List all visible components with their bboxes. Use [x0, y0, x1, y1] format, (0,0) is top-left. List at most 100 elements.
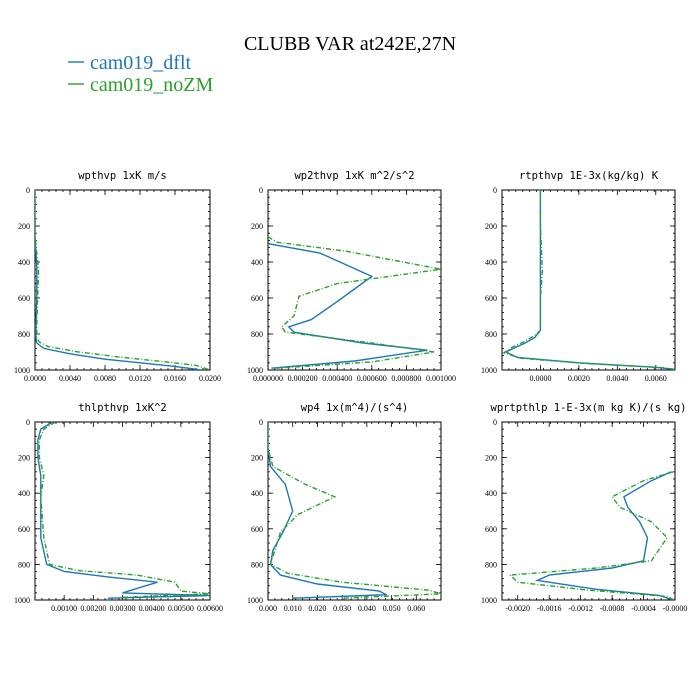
y-tick-label: 800 — [18, 560, 30, 569]
y-tick-label: 0 — [493, 418, 497, 427]
series-line-cam019_dflt — [37, 422, 210, 599]
y-tick-label: 400 — [18, 489, 30, 498]
y-tick-label: 400 — [18, 258, 30, 267]
x-tick-label: -0.0008 — [600, 604, 625, 613]
series-line-cam019_noZM — [508, 471, 675, 600]
x-tick-label: 0.000000 — [253, 374, 283, 383]
y-tick-label: 400 — [485, 489, 497, 498]
y-tick-label: 600 — [485, 525, 497, 534]
y-tick-label: 200 — [485, 454, 497, 463]
y-tick-label: 800 — [485, 560, 497, 569]
x-tick-label: -0.0004 — [631, 604, 656, 613]
x-tick-label: -0.0012 — [568, 604, 593, 613]
y-tick-label: 1000 — [247, 366, 263, 375]
x-tick-label: 0.00500 — [168, 604, 194, 613]
series-line-cam019_dflt — [534, 471, 674, 600]
panel-title: wpthvp 1xK m/s — [78, 170, 167, 182]
series-line-cam019_dflt — [504, 190, 675, 370]
x-tick-label: 0.001000 — [426, 374, 456, 383]
x-tick-label: 0.000400 — [322, 374, 352, 383]
x-tick-label: 0.00400 — [139, 604, 165, 613]
series-line-cam019_noZM — [38, 422, 210, 598]
y-tick-label: 800 — [251, 330, 263, 339]
x-tick-label: 0.020 — [308, 604, 326, 613]
x-tick-label: 0.0020 — [568, 374, 590, 383]
y-tick-label: 600 — [18, 525, 30, 534]
y-tick-label: 800 — [18, 330, 30, 339]
legend-label-nozm: cam019_noZM — [90, 74, 214, 96]
series-line-cam019_dflt — [268, 241, 428, 369]
x-tick-label: 0.0040 — [59, 374, 81, 383]
x-tick-label: 0.000600 — [357, 374, 387, 383]
series-line-cam019_noZM — [268, 422, 441, 599]
y-tick-label: 0 — [26, 186, 30, 195]
plot-frame — [34, 189, 211, 371]
y-tick-label: 400 — [251, 258, 263, 267]
x-tick-label: 0.060 — [407, 604, 425, 613]
panel-title: wprtpthlp 1-E-3x(m kg K)/(s kg) — [491, 402, 687, 414]
y-tick-label: 600 — [251, 294, 263, 303]
panel-1: wpthvp 1xK m/s 0.0000 0.0040 0.0080 0.0120 0.… — [14, 170, 221, 383]
y-tick-label: 200 — [485, 222, 497, 231]
panel-5: wp4 1x(m^4)/(s^4) 0.000 0.010 0.020 0.030 0.0… — [247, 402, 442, 613]
legend: cam019_dflt cam019_noZM — [68, 52, 214, 96]
panel-title: wp2thvp 1xK m^2/s^2 — [294, 170, 414, 182]
panel-6: wprtpthlp 1-E-3x(m kg K)/(s kg) -0.0020 -0… — [481, 402, 687, 613]
y-tick-label: 200 — [251, 222, 263, 231]
y-tick-label: 800 — [251, 560, 263, 569]
x-tick-label: 0.030 — [333, 604, 351, 613]
y-tick-label: 0 — [26, 418, 30, 427]
x-tick-label: 0.0000 — [529, 374, 551, 383]
plot-frame — [501, 421, 676, 601]
panels: wpthvp 1xK m/s0.0000 0.0040 0.0080 0.0120 0.… — [14, 170, 687, 613]
x-tick-label: 0.000800 — [391, 374, 421, 383]
x-tick-label: 0.00300 — [110, 604, 136, 613]
x-tick-label: 0.010 — [284, 604, 302, 613]
y-tick-label: 400 — [251, 489, 263, 498]
y-tick-label: 200 — [18, 222, 30, 231]
y-tick-label: 1000 — [481, 596, 497, 605]
x-tick-label: -0.0016 — [537, 604, 562, 613]
x-tick-label: 0.050 — [383, 604, 401, 613]
panel-title: wp4 1x(m^4)/(s^4) — [301, 402, 408, 414]
x-tick-label: 0.0160 — [164, 374, 186, 383]
panel-4: thlpthvp 1xK^2 0.00100 0.00200 0.00300 0.004… — [14, 402, 223, 613]
plot-frame — [501, 189, 676, 371]
x-tick-label: 0.0000 — [24, 374, 46, 383]
figure-title: CLUBB VAR at242E,27N — [244, 33, 456, 55]
x-tick-label: 0.0060 — [645, 374, 667, 383]
x-tick-label: 0.00100 — [51, 604, 77, 613]
panel-3: rtpthvp 1E-3x(kg/kg) K 0.0000 0.0020 0.0040… — [481, 170, 676, 383]
series-line-cam019_dflt — [268, 422, 387, 599]
y-tick-label: 600 — [485, 294, 497, 303]
legend-label-dflt: cam019_dflt — [90, 52, 192, 74]
y-tick-label: 400 — [485, 258, 497, 267]
plot-frame — [267, 421, 442, 601]
x-tick-label: 0.00600 — [197, 604, 223, 613]
panel-title: rtpthvp 1E-3x(kg/kg) K — [519, 170, 659, 182]
x-tick-label: 0.000200 — [288, 374, 318, 383]
y-tick-label: 600 — [18, 294, 30, 303]
x-tick-label: 0.0040 — [606, 374, 628, 383]
y-tick-label: 1000 — [14, 366, 30, 375]
plot-frame — [267, 189, 442, 371]
y-tick-label: 800 — [485, 330, 497, 339]
x-tick-label: 0.0080 — [94, 374, 116, 383]
y-tick-label: 0 — [259, 186, 263, 195]
y-tick-label: 600 — [251, 525, 263, 534]
y-tick-label: 0 — [259, 418, 263, 427]
y-tick-label: 1000 — [247, 596, 263, 605]
x-tick-label: -0.0020 — [505, 604, 530, 613]
panel-title: thlpthvp 1xK^2 — [78, 402, 167, 414]
panel-2: wp2thvp 1xK m^2/s^2 0.000000 0.000200 0.000… — [247, 170, 456, 383]
x-tick-label: 0.000 — [259, 604, 277, 613]
y-tick-label: 0 — [493, 186, 497, 195]
series-line-cam019_noZM — [502, 190, 675, 370]
x-tick-label: 0.0200 — [199, 374, 221, 383]
y-tick-label: 200 — [251, 454, 263, 463]
series-line-cam019_dflt — [35, 190, 202, 370]
series-line-cam019_noZM — [268, 236, 441, 369]
y-tick-label: 200 — [18, 454, 30, 463]
x-tick-label: -0.0000 — [663, 604, 688, 613]
